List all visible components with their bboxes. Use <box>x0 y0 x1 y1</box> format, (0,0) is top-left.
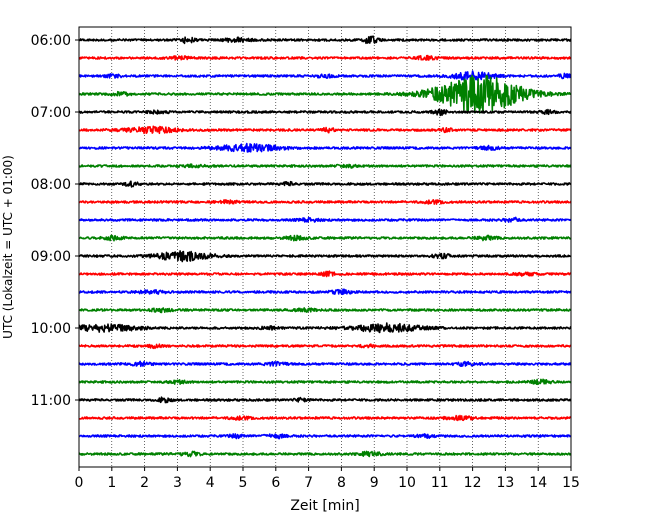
x-tick-label: 1 <box>107 475 116 491</box>
seismic-trace-0730 <box>79 142 571 153</box>
seismic-trace-1100 <box>79 396 571 404</box>
y-axis-label: UTC (Lokalzeit = UTC + 01:00) <box>1 155 15 339</box>
y-tick-label: 08:00 <box>31 177 71 193</box>
x-tick-label: 5 <box>239 475 248 491</box>
x-tick-label: 15 <box>562 475 580 491</box>
x-tick-label: 2 <box>140 475 149 491</box>
x-tick-label: 7 <box>304 475 313 491</box>
seismic-trace-0815 <box>79 199 571 205</box>
x-tick-label: 9 <box>370 475 379 491</box>
seismic-trace-1130 <box>79 433 571 440</box>
seismic-trace-0800 <box>79 180 571 188</box>
x-tick-label: 3 <box>173 475 182 491</box>
y-tick-label: 11:00 <box>31 393 71 409</box>
x-tick-label: 13 <box>496 475 514 491</box>
x-tick-label: 6 <box>271 475 280 491</box>
x-tick-label: 0 <box>75 475 84 491</box>
seismic-trace-1115 <box>79 414 571 422</box>
seismic-trace-0845 <box>79 234 571 242</box>
seismic-trace-1000 <box>79 322 571 334</box>
seismic-trace-0900 <box>79 250 571 263</box>
seismic-trace-0915 <box>79 270 571 278</box>
y-tick-label: 06:00 <box>31 33 71 49</box>
x-axis-label: Zeit [min] <box>290 498 359 514</box>
seismic-traces <box>79 35 571 458</box>
seismic-trace-0600 <box>79 35 571 45</box>
seismic-trace-1145 <box>79 450 571 458</box>
seismic-trace-0645 <box>79 74 571 114</box>
seismic-trace-0630 <box>79 70 571 82</box>
x-tick-label: 12 <box>464 475 482 491</box>
seismic-trace-1015 <box>79 343 571 350</box>
seismic-trace-0700 <box>79 108 571 117</box>
seismic-trace-0715 <box>79 125 571 135</box>
grid-lines <box>111 27 539 467</box>
seismic-trace-1030 <box>79 360 571 368</box>
seismic-trace-0930 <box>79 288 571 296</box>
plot-frame <box>78 26 572 468</box>
x-tick-label: 4 <box>206 475 215 491</box>
y-tick-label: 10:00 <box>31 321 71 337</box>
seismic-trace-1045 <box>79 378 571 386</box>
x-axis-ticks: 0 1 2 3 4 5 6 7 8 9 10 11 12 13 14 15 <box>75 467 580 491</box>
seismic-trace-0745 <box>79 163 571 169</box>
x-tick-label: 14 <box>529 475 547 491</box>
seismic-trace-0615 <box>79 54 571 61</box>
seismic-trace-0830 <box>79 216 571 223</box>
seismic-trace-0945 <box>79 307 571 314</box>
x-tick-label: 8 <box>337 475 346 491</box>
y-tick-label: 09:00 <box>31 249 71 265</box>
x-tick-label: 11 <box>431 475 449 491</box>
y-tick-label: 07:00 <box>31 105 71 121</box>
x-tick-label: 10 <box>398 475 416 491</box>
y-axis-ticks: 06:00 07:00 08:00 09:00 10:00 11:00 <box>31 33 79 409</box>
